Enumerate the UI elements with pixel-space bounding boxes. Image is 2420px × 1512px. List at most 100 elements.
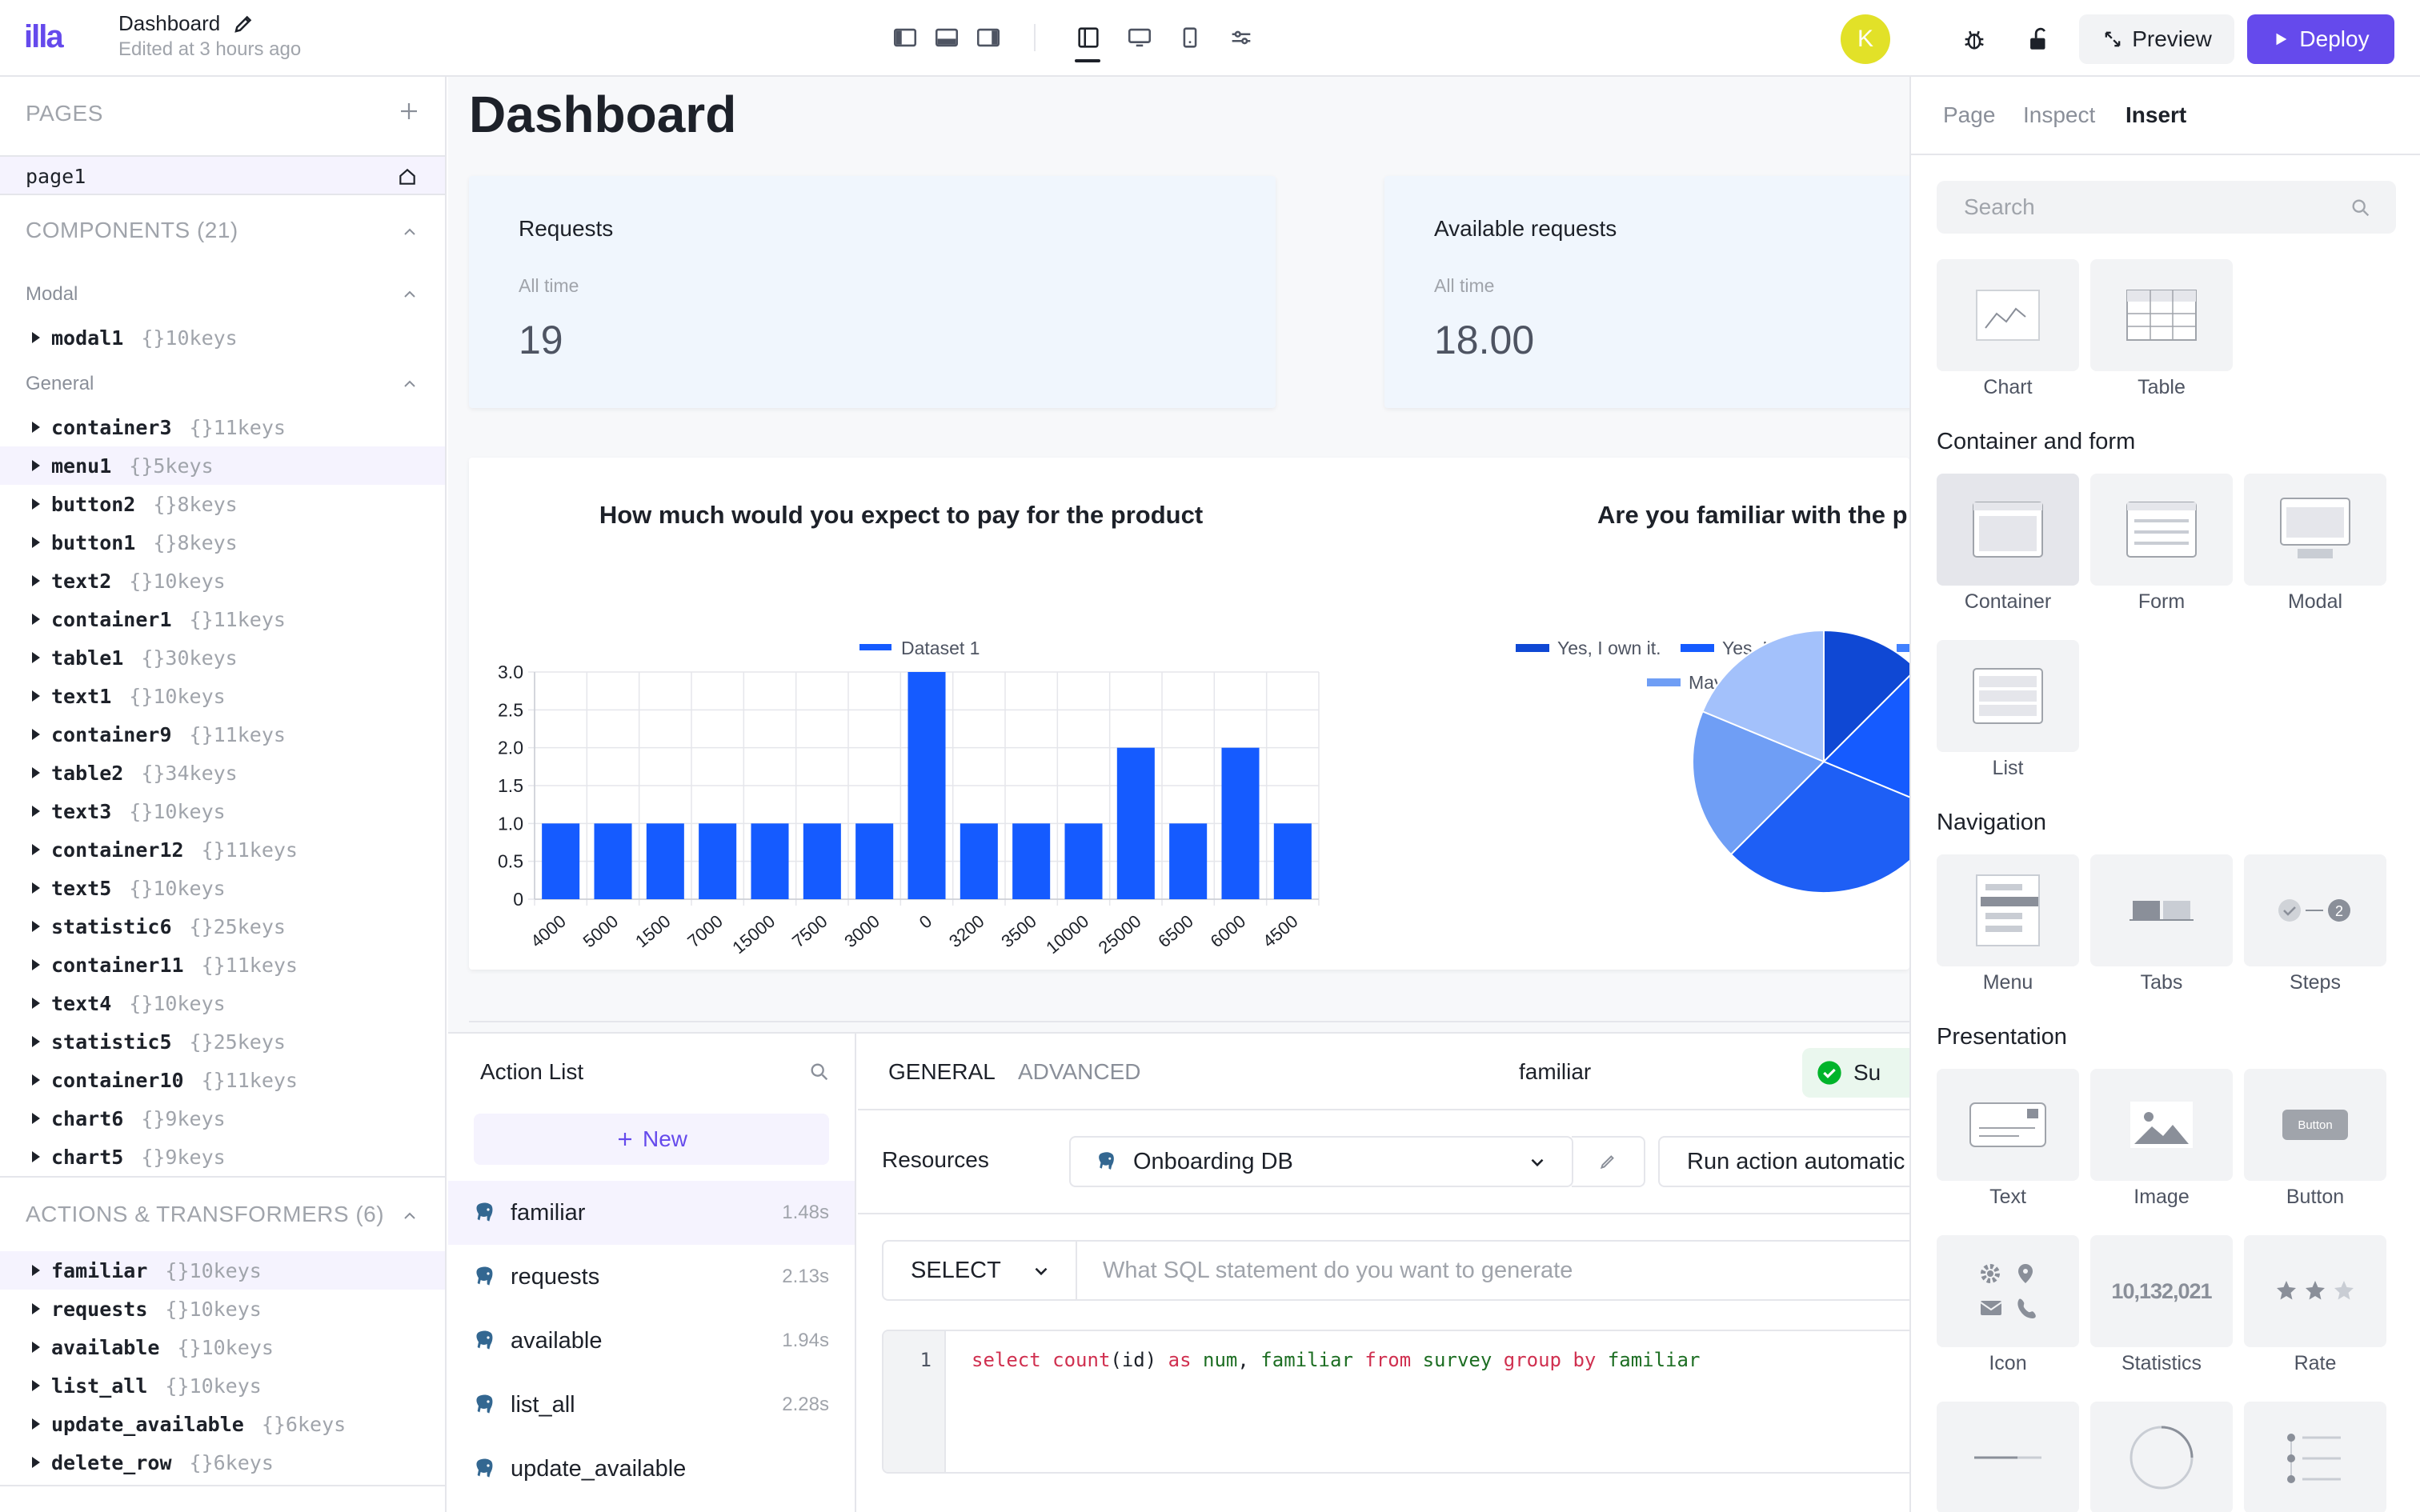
deploy-button[interactable]: Deploy — [2247, 14, 2394, 64]
tab-general[interactable]: GENERAL — [888, 1059, 996, 1084]
statistics-tile[interactable]: 10,132,021 — [2090, 1235, 2233, 1347]
user-avatar[interactable]: K — [1841, 14, 1890, 64]
edit-title-icon[interactable] — [232, 11, 256, 35]
caret-right-icon[interactable] — [32, 998, 40, 1009]
layout-mode-icon[interactable] — [1075, 24, 1102, 51]
preview-button[interactable]: Preview — [2079, 14, 2234, 64]
caret-right-icon[interactable] — [32, 921, 40, 932]
caret-right-icon[interactable] — [32, 1074, 40, 1086]
modal-tile[interactable] — [2244, 474, 2386, 586]
tree-item-modal1[interactable]: modal1 {}10keys — [0, 318, 445, 357]
tree-item-available[interactable]: available {}10keys — [0, 1328, 445, 1366]
action-item-list-all[interactable]: list_all 2.28s — [448, 1373, 855, 1437]
debug-bug-icon[interactable] — [1961, 26, 1988, 53]
chevron-up-icon[interactable] — [400, 222, 419, 242]
tree-item-chart5[interactable]: chart5 {}9keys — [0, 1138, 445, 1176]
action-item-familiar[interactable]: familiar 1.48s — [448, 1181, 855, 1245]
canvas-settings-icon[interactable] — [1228, 24, 1255, 51]
tree-item-button1[interactable]: button1 {}8keys — [0, 523, 445, 562]
tree-item-text4[interactable]: text4 {}10keys — [0, 984, 445, 1022]
action-item-requests[interactable]: requests 2.13s — [448, 1245, 855, 1309]
tree-item-update-available[interactable]: update_available {}6keys — [0, 1405, 445, 1443]
sql-generate-input[interactable]: What SQL statement do you want to genera… — [1076, 1240, 1909, 1301]
tree-item-list-all[interactable]: list_all {}10keys — [0, 1366, 445, 1405]
tab-inspect[interactable]: Inspect — [2023, 102, 2096, 127]
tree-item-container3[interactable]: container3 {}11keys — [0, 408, 445, 446]
caret-right-icon[interactable] — [32, 332, 40, 343]
steps-tile[interactable]: 2 — [2244, 854, 2386, 966]
chart-tile[interactable] — [1937, 259, 2079, 371]
chevron-up-icon[interactable] — [400, 1206, 419, 1226]
caret-right-icon[interactable] — [32, 575, 40, 586]
caret-right-icon[interactable] — [32, 1380, 40, 1391]
caret-right-icon[interactable] — [32, 806, 40, 817]
button-tile[interactable]: Button — [2244, 1069, 2386, 1181]
tree-item-container9[interactable]: container9 {}11keys — [0, 715, 445, 754]
tab-page[interactable]: Page — [1943, 102, 1996, 127]
tree-item-text1[interactable]: text1 {}10keys — [0, 677, 445, 715]
illa-logo[interactable]: illa — [24, 19, 64, 54]
tree-item-button2[interactable]: button2 {}8keys — [0, 485, 445, 523]
caret-right-icon[interactable] — [32, 1418, 40, 1430]
caret-right-icon[interactable] — [32, 460, 40, 471]
tree-item-container11[interactable]: container11 {}11keys — [0, 946, 445, 984]
container-tile[interactable] — [1937, 474, 2079, 586]
caret-right-icon[interactable] — [32, 959, 40, 970]
chevron-up-icon[interactable] — [400, 374, 419, 394]
caret-right-icon[interactable] — [32, 652, 40, 663]
icon-tile[interactable] — [1937, 1235, 2079, 1347]
divider-tile[interactable] — [1937, 1402, 2079, 1512]
bottom-panel-toggle-icon[interactable] — [933, 24, 960, 51]
tree-item-container1[interactable]: container1 {}11keys — [0, 600, 445, 638]
tree-item-menu1[interactable]: menu1 {}5keys — [0, 446, 445, 485]
caret-right-icon[interactable] — [32, 729, 40, 740]
caret-right-icon[interactable] — [32, 537, 40, 548]
tree-item-container10[interactable]: container10 {}11keys — [0, 1061, 445, 1099]
tree-item-text3[interactable]: text3 {}10keys — [0, 792, 445, 830]
action-name[interactable]: familiar — [1519, 1059, 1592, 1084]
rate-tile[interactable] — [2244, 1235, 2386, 1347]
caret-right-icon[interactable] — [32, 1265, 40, 1276]
resource-select[interactable]: Onboarding DB — [1069, 1136, 1573, 1187]
caret-right-icon[interactable] — [32, 690, 40, 702]
tree-item-text2[interactable]: text2 {}10keys — [0, 562, 445, 600]
caret-right-icon[interactable] — [32, 1342, 40, 1353]
stat-card-available-requests[interactable]: Available requests All time 18.00 — [1384, 176, 1909, 408]
tab-insert[interactable]: Insert — [2126, 102, 2187, 127]
timeline-tile[interactable] — [2244, 1402, 2386, 1512]
mobile-view-icon[interactable] — [1176, 24, 1204, 51]
tree-item-statistic6[interactable]: statistic6 {}25keys — [0, 907, 445, 946]
caret-right-icon[interactable] — [32, 767, 40, 778]
left-panel-toggle-icon[interactable] — [891, 24, 919, 51]
tree-item-table2[interactable]: table2 {}34keys — [0, 754, 445, 792]
caret-right-icon[interactable] — [32, 614, 40, 625]
unlock-icon[interactable] — [2025, 26, 2052, 53]
caret-right-icon[interactable] — [32, 1113, 40, 1124]
list-tile[interactable] — [1937, 640, 2079, 752]
caret-right-icon[interactable] — [32, 1457, 40, 1468]
desktop-view-icon[interactable] — [1126, 24, 1153, 51]
image-tile[interactable] — [2090, 1069, 2233, 1181]
tree-item-container12[interactable]: container12 {}11keys — [0, 830, 445, 869]
component-search-input[interactable]: Search — [1937, 181, 2396, 234]
new-action-button[interactable]: New — [474, 1114, 829, 1165]
chevron-up-icon[interactable] — [400, 285, 419, 304]
caret-right-icon[interactable] — [32, 882, 40, 894]
code-editor[interactable]: 1 select count(id) as num, familiar from… — [882, 1330, 1909, 1474]
menu-tile[interactable] — [1937, 854, 2079, 966]
caret-right-icon[interactable] — [32, 844, 40, 855]
run-mode-select[interactable]: Run action automatic — [1658, 1136, 1909, 1187]
caret-right-icon[interactable] — [32, 1036, 40, 1047]
sql-type-select[interactable]: SELECT — [882, 1240, 1077, 1301]
tree-item-statistic5[interactable]: statistic5 {}25keys — [0, 1022, 445, 1061]
edit-resource-button[interactable] — [1572, 1136, 1645, 1187]
progress-tile[interactable] — [2090, 1402, 2233, 1512]
tree-item-familiar[interactable]: familiar {}10keys — [0, 1251, 445, 1290]
caret-right-icon[interactable] — [32, 498, 40, 510]
tree-item-table1[interactable]: table1 {}30keys — [0, 638, 445, 677]
tabs-tile[interactable] — [2090, 854, 2233, 966]
add-page-icon[interactable] — [397, 99, 421, 123]
action-item-available[interactable]: available 1.94s — [448, 1309, 855, 1373]
page-item[interactable]: page1 — [0, 155, 445, 195]
tree-item-chart6[interactable]: chart6 {}9keys — [0, 1099, 445, 1138]
